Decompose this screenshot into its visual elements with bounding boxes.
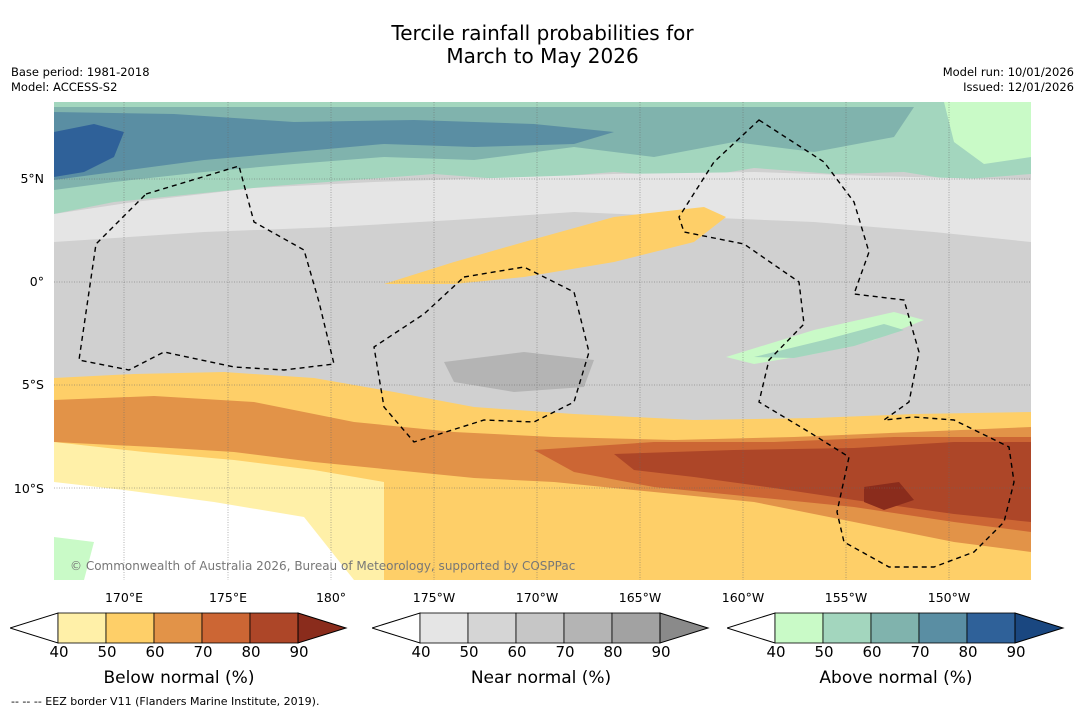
colorbar-near-cells bbox=[419, 612, 661, 644]
lat-label-0: 0° bbox=[29, 274, 44, 289]
lon-label-170e: 170°E bbox=[104, 590, 143, 605]
colorbar-above-cell bbox=[774, 612, 824, 644]
lon-label-180: 180° bbox=[315, 590, 347, 605]
below-region-south-5 bbox=[864, 482, 914, 510]
map-copyright: © Commonwealth of Australia 2026, Bureau… bbox=[70, 559, 576, 573]
colorbar-near-tick: 60 bbox=[507, 643, 527, 661]
colorbar-below-cells bbox=[57, 612, 299, 644]
colorbar-near-cell bbox=[419, 612, 469, 644]
colorbar-above-cell bbox=[918, 612, 968, 644]
near-region-light bbox=[54, 172, 1031, 242]
colorbar-near-over bbox=[659, 612, 710, 644]
colorbar-below bbox=[10, 612, 348, 644]
lon-label-155w: 155°W bbox=[824, 590, 868, 605]
colorbar-below-tick: 80 bbox=[241, 643, 261, 661]
above-region-southwest bbox=[54, 537, 94, 580]
lat-label-10s: 10°S bbox=[13, 481, 44, 496]
lon-label-170w: 170°W bbox=[515, 590, 559, 605]
issued-date: Issued: 12/01/2026 bbox=[963, 80, 1074, 94]
colorbar-near-cell bbox=[467, 612, 517, 644]
colorbar-below-under bbox=[10, 612, 59, 644]
colorbar-near-tick: 70 bbox=[555, 643, 575, 661]
colorbar-above-tick: 40 bbox=[766, 643, 786, 661]
lon-label-175e: 175°E bbox=[208, 590, 247, 605]
colorbar-near-cell bbox=[515, 612, 565, 644]
colorbar-above-label: Above normal (%) bbox=[819, 668, 973, 688]
colorbar-above-tick: 80 bbox=[958, 643, 978, 661]
lat-label-5s: 5°S bbox=[21, 377, 44, 392]
colorbar-above bbox=[727, 612, 1065, 644]
colorbar-below-cell bbox=[105, 612, 155, 644]
colorbar-below-over bbox=[297, 612, 348, 644]
model-name: Model: ACCESS-S2 bbox=[11, 80, 118, 94]
near-region-darker bbox=[444, 352, 594, 392]
colorbar-above-tick: 60 bbox=[862, 643, 882, 661]
colorbar-near-tick: 90 bbox=[651, 643, 671, 661]
meta-left: Base period: 1981-2018 Model: ACCESS-S2 bbox=[11, 65, 150, 95]
colorbar-near-tick: 50 bbox=[459, 643, 479, 661]
colorbar-near-tick: 80 bbox=[603, 643, 623, 661]
title-line-1: Tercile rainfall probabilities for bbox=[391, 21, 694, 45]
lon-label-175w: 175°W bbox=[412, 590, 456, 605]
model-run: Model run: 10/01/2026 bbox=[942, 65, 1074, 79]
above-region-north-dark bbox=[54, 112, 614, 180]
below-region-south-4 bbox=[614, 442, 1031, 522]
title-line-2: March to May 2026 bbox=[446, 44, 639, 68]
eez-borders bbox=[78, 119, 1015, 568]
grid-lines bbox=[54, 102, 1031, 580]
colorbar-below-cell bbox=[153, 612, 203, 644]
eez-border-west bbox=[78, 165, 335, 371]
above-region-north-darkest bbox=[54, 124, 124, 177]
below-region-central bbox=[384, 207, 726, 284]
colorbar-above-cell bbox=[822, 612, 872, 644]
colorbar-near-label: Near normal (%) bbox=[470, 668, 612, 688]
colorbar-above-cell bbox=[966, 612, 1016, 644]
colorbar-above-cell bbox=[870, 612, 920, 644]
meta-right: Model run: 10/01/2026 Issued: 12/01/2026 bbox=[943, 65, 1074, 95]
rainfall-map bbox=[54, 102, 1031, 580]
above-region-north-light bbox=[944, 102, 1031, 164]
colorbar-above-tick: 70 bbox=[910, 643, 930, 661]
no-signal-region bbox=[54, 482, 354, 580]
colorbar-below-tick: 90 bbox=[289, 643, 309, 661]
colorbar-below-cell bbox=[201, 612, 251, 644]
colorbar-above-tick: 90 bbox=[1006, 643, 1026, 661]
colorbar-above-tick: 50 bbox=[814, 643, 834, 661]
eez-legend-footer: -- -- -- EEZ border V11 (Flanders Marine… bbox=[11, 695, 320, 708]
colorbar-below-label: Below normal (%) bbox=[103, 668, 255, 688]
colorbar-below-cell bbox=[249, 612, 299, 644]
colorbar-above-cells bbox=[774, 612, 1016, 644]
colorbar-below-tick: 40 bbox=[49, 643, 69, 661]
lat-label-5n: 5°N bbox=[20, 171, 44, 186]
above-region-central bbox=[726, 312, 924, 364]
below-region-south-2 bbox=[54, 396, 1031, 552]
colorbar-above-under bbox=[727, 612, 776, 644]
colorbar-below-tick: 60 bbox=[145, 643, 165, 661]
eez-border-central bbox=[373, 266, 590, 443]
lon-label-165w: 165°W bbox=[618, 590, 662, 605]
colorbar-above-over bbox=[1014, 612, 1065, 644]
base-period: Base period: 1981-2018 bbox=[11, 65, 150, 79]
colorbar-near-cell bbox=[563, 612, 613, 644]
colorbar-near bbox=[372, 612, 710, 644]
above-region-central-mid bbox=[754, 324, 904, 358]
colorbar-below-tick: 70 bbox=[193, 643, 213, 661]
page-title: Tercile rainfall probabilities for March… bbox=[0, 22, 1085, 68]
colorbar-near-tick: 40 bbox=[411, 643, 431, 661]
colorbar-below-tick: 50 bbox=[97, 643, 117, 661]
lon-label-160w: 160°W bbox=[721, 590, 765, 605]
lon-label-150w: 150°W bbox=[927, 590, 971, 605]
colorbar-below-cell bbox=[57, 612, 107, 644]
colorbar-near-cell bbox=[611, 612, 661, 644]
colorbar-near-under bbox=[372, 612, 421, 644]
